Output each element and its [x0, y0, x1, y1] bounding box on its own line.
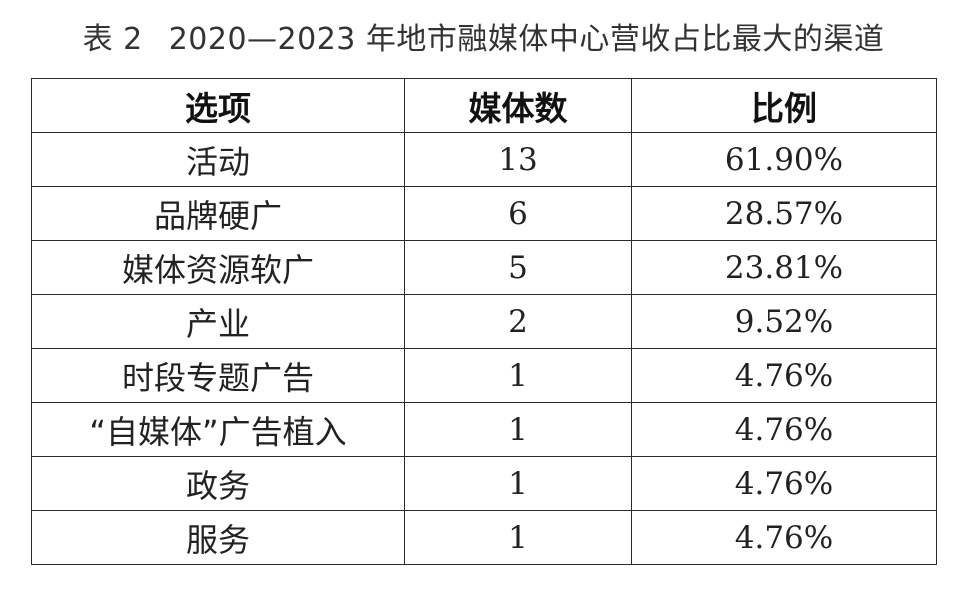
ratio-cell: 9.52%: [631, 294, 937, 349]
table-caption: 表 2 2020—2023 年地市融媒体中心营收占比最大的渠道: [0, 12, 967, 68]
ratio-cell: 4.76%: [631, 348, 937, 403]
option-cell: 活动: [31, 132, 405, 187]
table-title: 2020—2023 年地市融媒体中心营收占比最大的渠道: [168, 22, 885, 57]
option-cell: 媒体资源软广: [31, 240, 405, 295]
option-cell: 时段专题广告: [31, 348, 405, 403]
table-row: “自媒体”广告植入 1 4.76%: [31, 402, 937, 457]
ratio-cell: 28.57%: [631, 186, 937, 241]
media-count-cell: 1: [404, 510, 632, 565]
ratio-cell: 4.76%: [631, 402, 937, 457]
option-cell: 政务: [31, 456, 405, 511]
header-media-count: 媒体数: [404, 78, 632, 133]
media-count-cell: 1: [404, 456, 632, 511]
table-row: 政务 1 4.76%: [31, 456, 937, 511]
header-ratio: 比例: [631, 78, 937, 133]
header-row: 选项 媒体数 比例: [31, 78, 937, 133]
data-table: 选项 媒体数 比例 活动 13 61.90% 品牌硬广 6 28.57% 媒体资…: [31, 78, 937, 565]
table-row: 时段专题广告 1 4.76%: [31, 348, 937, 403]
table-row: 品牌硬广 6 28.57%: [31, 186, 937, 241]
ratio-cell: 4.76%: [631, 456, 937, 511]
option-cell: 服务: [31, 510, 405, 565]
option-cell: 品牌硬广: [31, 186, 405, 241]
media-count-cell: 5: [404, 240, 632, 295]
ratio-cell: 61.90%: [631, 132, 937, 187]
ratio-cell: 4.76%: [631, 510, 937, 565]
header-option: 选项: [31, 78, 405, 133]
table-row: 活动 13 61.90%: [31, 132, 937, 187]
option-cell: “自媒体”广告植入: [31, 402, 405, 457]
media-count-cell: 13: [404, 132, 632, 187]
option-cell: 产业: [31, 294, 405, 349]
media-count-cell: 1: [404, 402, 632, 457]
media-count-cell: 1: [404, 348, 632, 403]
media-count-cell: 6: [404, 186, 632, 241]
media-count-cell: 2: [404, 294, 632, 349]
ratio-cell: 23.81%: [631, 240, 937, 295]
table-row: 产业 2 9.52%: [31, 294, 937, 349]
table-number: 表 2: [82, 22, 143, 57]
table-row: 服务 1 4.76%: [31, 510, 937, 565]
table-row: 媒体资源软广 5 23.81%: [31, 240, 937, 295]
